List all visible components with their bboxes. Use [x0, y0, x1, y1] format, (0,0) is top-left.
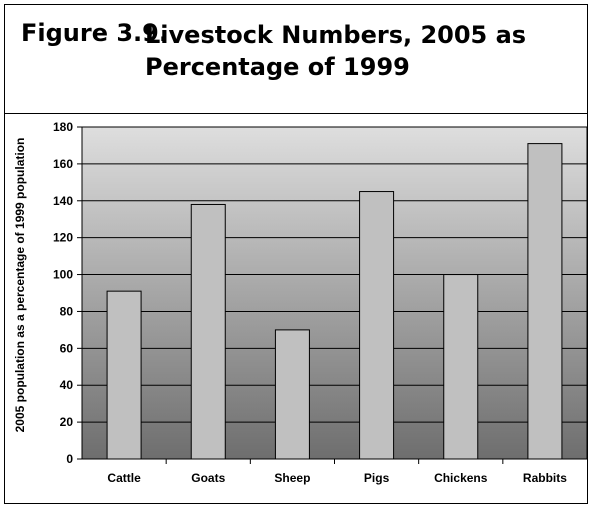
bar-sheep [274, 329, 310, 460]
figure-number: Figure 3.9. [21, 19, 168, 47]
y-tick-label: 0 [66, 452, 73, 466]
bar-cattle [106, 290, 142, 460]
bar-chickens [443, 274, 479, 460]
y-tick-label: 100 [53, 268, 73, 282]
y-axis-label: 2005 population as a percentage of 1999 … [13, 138, 27, 433]
bar-goats [190, 203, 226, 460]
y-tick-label: 180 [53, 120, 73, 134]
x-tick-label-cattle: Cattle [107, 471, 141, 485]
y-tick-label: 40 [60, 378, 74, 392]
y-tick-label: 20 [60, 415, 74, 429]
x-tick-label-goats: Goats [191, 471, 225, 485]
figure-header: Figure 3.9. Livestock Numbers, 2005 as P… [5, 5, 587, 117]
x-tick-label-rabbits: Rabbits [523, 471, 567, 485]
gridlines [82, 163, 587, 423]
y-tick-label: 80 [60, 304, 74, 318]
x-tick-label-chickens: Chickens [434, 471, 488, 485]
x-axis-ticks: Cattle Goats Sheep Pigs Chickens Rabbits [107, 459, 567, 485]
bar-pigs [359, 191, 395, 460]
y-tick-label: 160 [53, 157, 73, 171]
x-tick-label-pigs: Pigs [364, 471, 390, 485]
plot-area [81, 126, 588, 460]
y-tick-label: 60 [60, 341, 74, 355]
y-tick-label: 140 [53, 194, 73, 208]
figure-title: Livestock Numbers, 2005 as Percentage of… [145, 21, 527, 81]
y-tick-label: 120 [53, 231, 73, 245]
bars [106, 143, 563, 460]
title-divider [5, 113, 587, 114]
y-axis-ticks: 0 20 40 60 80 100 120 140 160 180 [53, 120, 82, 466]
bar-rabbits [527, 143, 563, 460]
x-tick-label-sheep: Sheep [274, 471, 310, 485]
